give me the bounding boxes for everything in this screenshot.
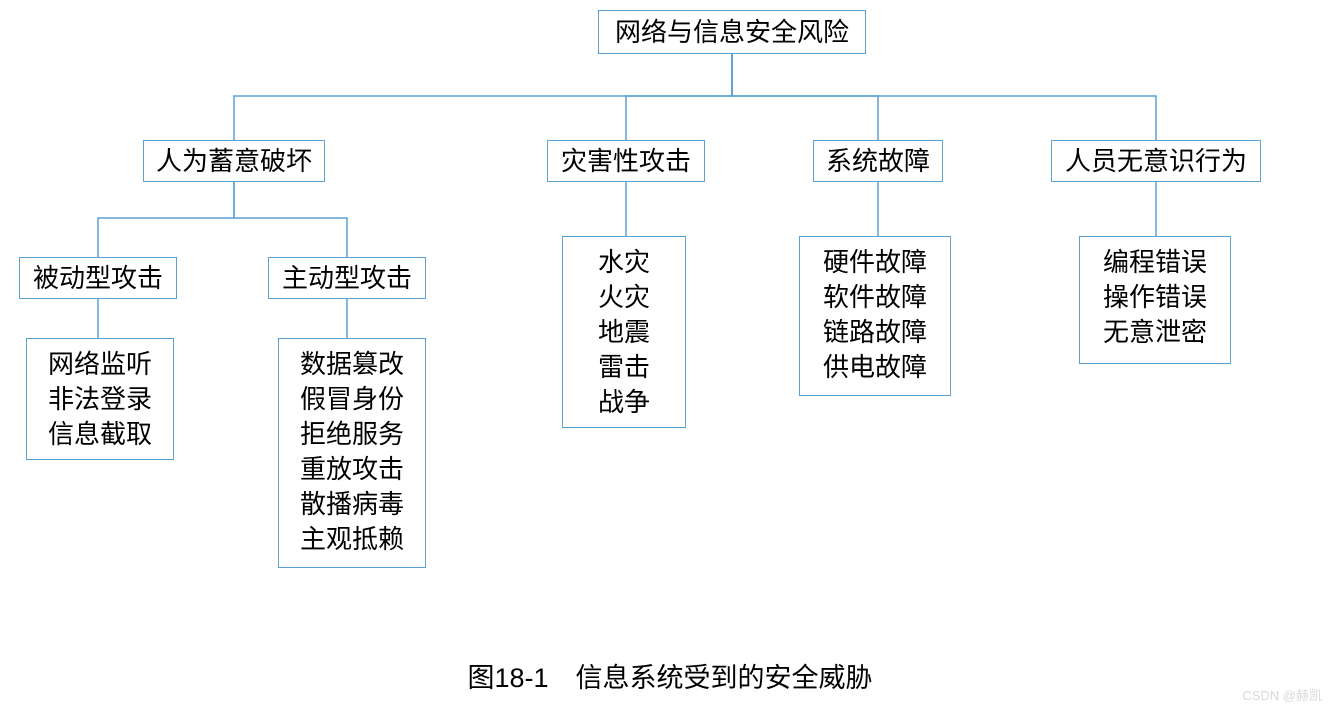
connector-edge bbox=[234, 182, 347, 257]
list-item: 操作错误 bbox=[1090, 280, 1220, 315]
list-item: 散播病毒 bbox=[289, 487, 415, 522]
connector-edge bbox=[732, 54, 878, 140]
watermark-text: CSDN @赫凯 bbox=[1242, 685, 1322, 704]
node-root: 网络与信息安全风险 bbox=[598, 10, 866, 54]
list-passive-attack: 网络监听非法登录信息截取 bbox=[26, 338, 174, 460]
node-deliberate-sabotage: 人为蓄意破坏 bbox=[143, 140, 325, 182]
list-item: 假冒身份 bbox=[289, 382, 415, 417]
list-item: 火灾 bbox=[573, 280, 675, 315]
list-item: 信息截取 bbox=[37, 417, 163, 452]
node-unintentional-behavior: 人员无意识行为 bbox=[1051, 140, 1261, 182]
node-label: 人员无意识行为 bbox=[1065, 146, 1247, 176]
list-item: 数据篡改 bbox=[289, 347, 415, 382]
connector-edge bbox=[732, 54, 1156, 140]
list-active-attack: 数据篡改假冒身份拒绝服务重放攻击散播病毒主观抵赖 bbox=[278, 338, 426, 568]
figure-caption: 图18-1 信息系统受到的安全威胁 bbox=[430, 656, 910, 695]
node-label: 被动型攻击 bbox=[33, 263, 163, 293]
list-item: 网络监听 bbox=[37, 347, 163, 382]
list-item: 地震 bbox=[573, 315, 675, 350]
list-item: 编程错误 bbox=[1090, 245, 1220, 280]
list-system-failure: 硬件故障软件故障链路故障供电故障 bbox=[799, 236, 951, 396]
list-item: 无意泄密 bbox=[1090, 315, 1220, 350]
caption-text: 图18-1 信息系统受到的安全威胁 bbox=[467, 663, 872, 693]
list-unintentional: 编程错误操作错误无意泄密 bbox=[1079, 236, 1231, 364]
node-label: 灾害性攻击 bbox=[561, 146, 691, 176]
list-item: 战争 bbox=[573, 385, 675, 420]
list-item: 非法登录 bbox=[37, 382, 163, 417]
node-label: 系统故障 bbox=[826, 146, 930, 176]
list-item: 硬件故障 bbox=[810, 245, 940, 280]
list-disaster: 水灾火灾地震雷击战争 bbox=[562, 236, 686, 428]
connector-edge bbox=[626, 54, 732, 140]
list-item: 水灾 bbox=[573, 245, 675, 280]
list-item: 重放攻击 bbox=[289, 452, 415, 487]
node-passive-attack: 被动型攻击 bbox=[19, 257, 177, 299]
connector-edge bbox=[234, 54, 732, 140]
list-item: 供电故障 bbox=[810, 350, 940, 385]
node-active-attack: 主动型攻击 bbox=[268, 257, 426, 299]
node-label: 人为蓄意破坏 bbox=[156, 146, 312, 176]
list-item: 雷击 bbox=[573, 350, 675, 385]
list-item: 链路故障 bbox=[810, 315, 940, 350]
list-item: 软件故障 bbox=[810, 280, 940, 315]
node-label: 主动型攻击 bbox=[282, 263, 412, 293]
node-system-failure: 系统故障 bbox=[813, 140, 943, 182]
list-item: 主观抵赖 bbox=[289, 522, 415, 557]
node-root-label: 网络与信息安全风险 bbox=[615, 17, 849, 47]
node-disaster-attack: 灾害性攻击 bbox=[547, 140, 705, 182]
connector-edge bbox=[98, 182, 234, 257]
list-item: 拒绝服务 bbox=[289, 417, 415, 452]
